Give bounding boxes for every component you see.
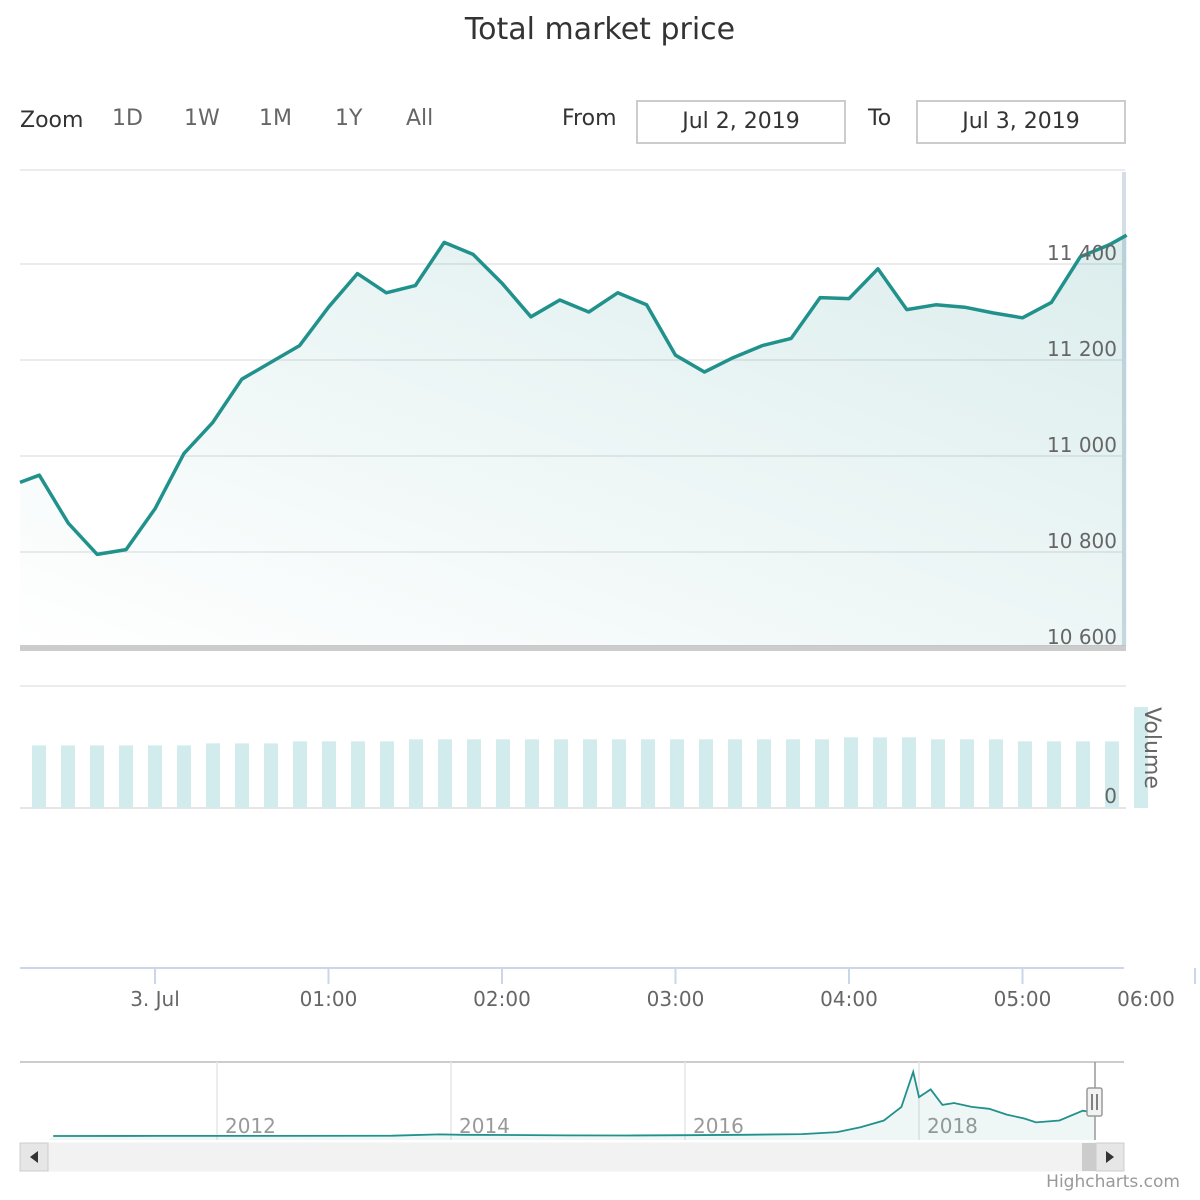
x-axis-tick-label: 03:00 [647,987,705,1011]
price-area-fill [20,235,1127,646]
volume-bar [61,745,75,808]
volume-bar [1105,741,1119,808]
volume-bar [1018,741,1032,808]
price-y-tick-label: 11 000 [1047,433,1117,457]
chart-title: Total market price [464,12,736,47]
volume-bar [438,739,452,808]
volume-bar [989,739,1003,808]
volume-bar [467,739,481,808]
volume-bar [1076,741,1090,808]
zoom-1w-button[interactable]: 1W [184,106,220,131]
price-y-tick-label: 10 600 [1047,625,1117,649]
navigator-handle[interactable] [1086,1087,1103,1117]
credits-link[interactable]: Highcharts.com [1046,1172,1180,1192]
price-bottom-border [20,645,1126,651]
volume-bar [815,739,829,808]
chevron-right-icon [1106,1151,1114,1163]
volume-bar [148,745,162,808]
x-axis-tick-label: 06:00 [1117,987,1175,1011]
volume-bar [235,743,249,808]
zoom-all-button[interactable]: All [406,106,434,131]
volume-bar [670,739,684,808]
volume-bar [554,739,568,808]
volume-bar [496,739,510,808]
price-series [19,233,1128,646]
volume-bar [844,737,858,808]
navigator[interactable]: 2012 2014 2016 2018 [20,1061,1124,1140]
volume-bar [1134,707,1148,808]
navigator-area-fill [48,1071,1095,1140]
from-label: From [562,106,617,131]
navigator-line [53,1068,1095,1137]
volume-bar [902,737,916,808]
scrollbar-track[interactable] [19,1142,1125,1172]
x-axis-tick-label: 3. Jul [130,987,180,1011]
scroll-right-button[interactable] [1095,1142,1125,1172]
price-line [19,233,1128,557]
x-axis-tick-label: 05:00 [994,987,1052,1011]
volume-bar [1047,741,1061,808]
zoom-1y-button[interactable]: 1Y [335,106,363,131]
volume-bar [32,745,46,808]
navigator-tick-label: 2018 [927,1114,978,1138]
volume-bar [206,743,220,808]
volume-bar [873,737,887,808]
scrollbar[interactable] [19,1142,1125,1172]
to-date-input[interactable]: Jul 3, 2019 [916,100,1126,144]
volume-bar [612,739,626,808]
price-y-axis: 10 600 10 800 11 000 11 200 11 400 [1047,241,1117,649]
x-axis-tick-label: 01:00 [300,987,358,1011]
chevron-left-icon [30,1151,38,1163]
volume-bar [409,739,423,808]
volume-pane: 0 Volume [20,685,1164,809]
zoom-label: Zoom [20,108,84,133]
zoom-1m-button[interactable]: 1M [259,106,292,131]
volume-bar [728,739,742,808]
volume-bar [322,741,336,808]
time-x-axis: 3. Jul 01:00 02:00 03:00 04:00 05:00 06:00 [20,967,1196,1011]
volume-bar [380,741,394,808]
scrollbar-thumb[interactable] [1082,1143,1098,1171]
volume-bar [699,739,713,808]
scroll-left-button[interactable] [19,1142,49,1172]
volume-bar [525,739,539,808]
price-y-tick-label: 11 200 [1047,337,1117,361]
x-axis-tick-label: 02:00 [473,987,531,1011]
navigator-tick-label: 2012 [225,1114,276,1138]
volume-bar [351,741,365,808]
x-axis-tick-label: 04:00 [820,987,878,1011]
volume-bar [757,739,771,808]
volume-y-tick-label: 0 [1104,784,1117,808]
to-label: To [868,106,892,131]
volume-bar [786,739,800,808]
volume-bar [641,739,655,808]
volume-bar [264,743,278,808]
volume-bar [960,739,974,808]
volume-bar [583,739,597,808]
zoom-1d-button[interactable]: 1D [112,106,143,131]
volume-bar [119,745,133,808]
volume-bar [293,741,307,808]
volume-axis-title: Volume [1139,707,1164,789]
price-y-tick-label: 11 400 [1047,241,1117,265]
from-date-input[interactable]: Jul 2, 2019 [636,100,846,144]
volume-bar [90,745,104,808]
price-y-tick-label: 10 800 [1047,529,1117,553]
volume-bar [177,745,191,808]
volume-bar [931,739,945,808]
